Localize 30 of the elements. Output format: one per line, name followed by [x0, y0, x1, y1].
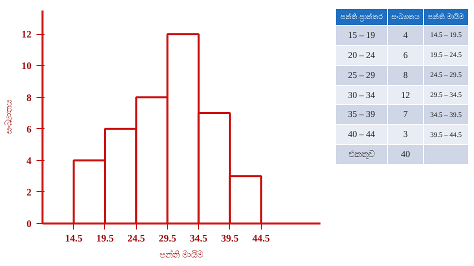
- text: 35 – 39: [336, 104, 388, 125]
- text: 20 – 24: [336, 45, 388, 66]
- y-tick-label: 8: [26, 92, 32, 104]
- text: 3: [387, 124, 424, 145]
- text: 15 – 19: [336, 26, 388, 46]
- text: 12: [387, 85, 424, 105]
- y-tick-label: 12: [22, 30, 32, 41]
- x-tick-label: 19.5: [96, 234, 114, 244]
- x-tick-label: 39.5: [221, 234, 239, 244]
- text: 40: [387, 144, 424, 164]
- y-tick-label: 10: [22, 61, 32, 72]
- y-axis-title: සංඛ්‍යාතය: [4, 99, 14, 134]
- text: එකතුව: [336, 144, 388, 164]
- y-tick-label: 2: [26, 187, 32, 198]
- y-tick-label: 4: [26, 156, 32, 167]
- text: 30 – 34: [336, 85, 388, 105]
- x-tick-label: 14.5: [64, 234, 82, 244]
- text: 25 – 29: [336, 65, 388, 86]
- x-tick-label: 29.5: [158, 234, 176, 244]
- text: 40 – 44: [336, 124, 388, 145]
- x-tick-label: 44.5: [252, 234, 270, 244]
- text: 8: [387, 65, 424, 86]
- x-tick-label: 24.5: [127, 234, 145, 244]
- text: 4: [387, 26, 424, 46]
- y-tick-label: 6: [26, 124, 32, 136]
- x-tick-label: 34.5: [190, 234, 208, 244]
- text: 7: [387, 104, 424, 125]
- y-tick-label: 0: [26, 219, 32, 230]
- x-axis-title: පන්ති මායිම: [160, 250, 204, 260]
- text: 6: [387, 45, 424, 66]
